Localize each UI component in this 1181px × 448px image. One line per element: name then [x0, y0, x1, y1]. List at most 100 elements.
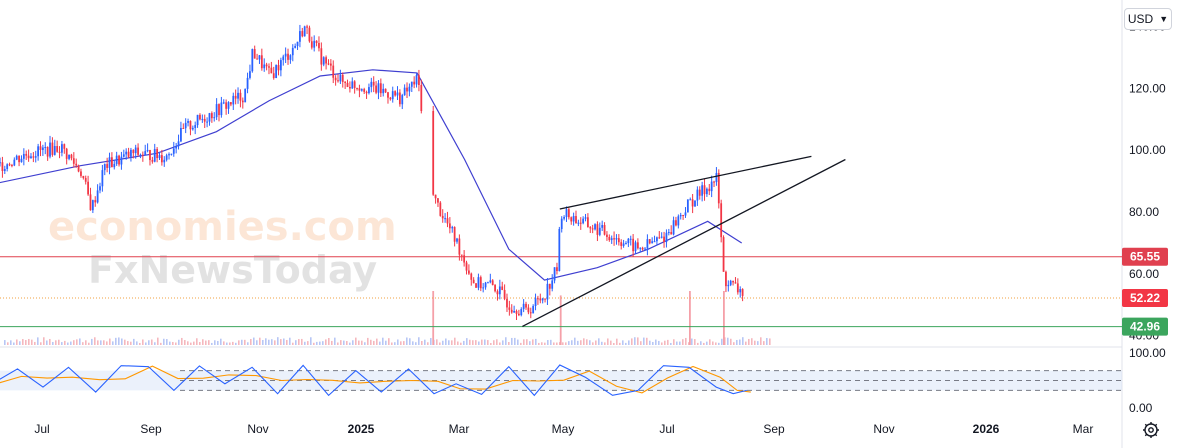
volume-bar — [721, 338, 723, 345]
candle-body — [89, 194, 92, 211]
volume-bar — [397, 339, 399, 345]
candle-body — [537, 298, 539, 300]
candle-body — [667, 232, 670, 234]
volume-bar — [151, 339, 153, 345]
candle-body — [296, 41, 299, 46]
candle-body — [187, 121, 189, 123]
volume-bar — [334, 337, 336, 345]
volume-bar — [142, 339, 144, 345]
candle-body — [646, 239, 649, 249]
candle-body — [44, 146, 47, 148]
candle-body — [570, 217, 573, 222]
volume-bar — [85, 340, 87, 345]
candle-body — [520, 309, 523, 316]
volume-bar — [475, 340, 477, 345]
candle-body — [165, 155, 168, 160]
volume-bar — [295, 340, 297, 345]
candle-body — [575, 216, 577, 224]
trendlines — [522, 155, 846, 328]
candle-body — [551, 280, 554, 289]
candle-body — [301, 31, 304, 37]
volume-bar — [67, 342, 69, 345]
candle-body — [244, 88, 247, 103]
volume-bar — [253, 337, 255, 345]
candle-body — [184, 122, 187, 129]
volume-bar — [763, 341, 765, 345]
volume-bar — [283, 338, 285, 345]
volume-bar — [505, 337, 507, 345]
volume-bar — [673, 339, 675, 345]
volume-bar — [439, 342, 441, 345]
candle-body — [594, 224, 596, 230]
candle-body — [698, 189, 701, 196]
candle-body — [268, 66, 270, 68]
volume-bar — [97, 340, 99, 345]
volume-bar — [448, 340, 450, 345]
candle-body — [191, 127, 194, 130]
volume-bar — [526, 339, 528, 345]
volume-bar — [298, 339, 300, 345]
candle-body — [310, 41, 313, 48]
candle-body — [15, 155, 18, 160]
candle-body — [356, 87, 358, 89]
candle-body — [225, 102, 228, 109]
volume-bar — [361, 340, 363, 345]
volume-bar — [457, 341, 459, 345]
volume-bar — [337, 342, 339, 345]
candle-body — [401, 95, 404, 105]
volume-bar — [265, 338, 267, 345]
candle-body — [615, 238, 618, 240]
volume-bar — [238, 340, 240, 345]
candle-body — [160, 155, 163, 163]
candle-body — [453, 227, 456, 242]
candle-body — [53, 146, 56, 155]
volume-bar — [664, 340, 666, 345]
candle-body — [656, 237, 658, 242]
gear-icon[interactable] — [1141, 420, 1161, 440]
volume-bar — [760, 337, 762, 345]
volume-bar — [322, 341, 324, 345]
candle-body — [629, 238, 632, 240]
volume-bar — [256, 340, 258, 345]
oscillator-tick-label: 100.00 — [1129, 346, 1166, 360]
candle-body — [61, 144, 63, 153]
volume-bar — [442, 340, 444, 345]
volume-bar — [211, 342, 213, 345]
candle-body — [706, 188, 708, 195]
oscillator-tick-label: 0.00 — [1129, 401, 1153, 415]
candle-body — [670, 232, 673, 235]
volume-bar — [169, 341, 171, 345]
candle-body — [479, 277, 482, 289]
stochastic-k-line — [0, 364, 747, 397]
candle-body — [391, 91, 394, 100]
candle-body — [318, 42, 320, 49]
price-tick-label: 100.00 — [1129, 143, 1166, 157]
volume-bar — [568, 341, 570, 345]
candle-body — [0, 162, 1, 164]
candle-body — [144, 151, 147, 156]
level-badge — [1122, 317, 1168, 336]
candle-body — [677, 216, 680, 226]
candle-body — [199, 114, 201, 120]
candle-body — [696, 189, 699, 201]
volume-bar — [196, 338, 198, 345]
candle-body — [665, 232, 668, 243]
volume-bar — [76, 339, 78, 345]
candle-body — [41, 147, 44, 150]
candle-body — [675, 220, 677, 226]
volume-bar — [691, 338, 693, 345]
candle-body — [598, 227, 601, 235]
volume-bar — [472, 340, 474, 345]
volume-bar — [409, 338, 411, 345]
watermark: economies.com FxNewsToday — [48, 204, 397, 292]
candle-body — [279, 60, 282, 71]
candle-body — [601, 225, 604, 228]
currency-selector[interactable]: USD ▼ — [1124, 8, 1172, 30]
candle-body — [639, 247, 642, 249]
volume-bar — [679, 341, 681, 345]
candle-body — [539, 298, 542, 301]
volume-bar — [586, 339, 588, 345]
candle-body — [515, 310, 518, 314]
candle-body — [232, 95, 235, 105]
